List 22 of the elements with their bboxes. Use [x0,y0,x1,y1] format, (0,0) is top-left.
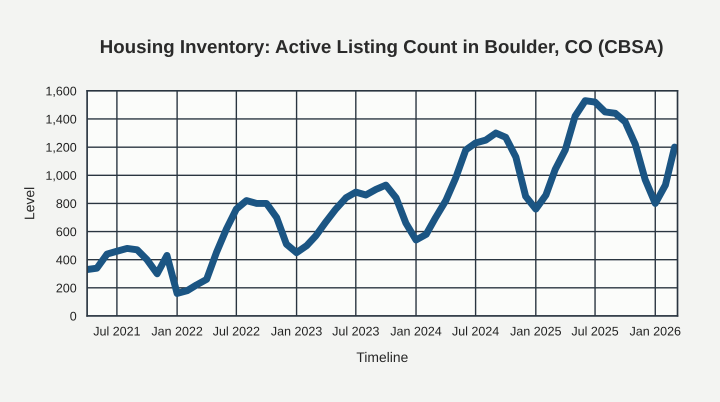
y-tick-label: 0 [70,312,76,321]
chart-title: Housing Inventory: Active Listing Count in Boulder, CO (CBSA) [100,39,663,58]
x-tick-label: Jan 2023 [271,326,322,336]
x-tick-label: Jul 2023 [332,326,379,336]
y-tick-label: 1,400 [46,114,76,126]
y-tick-label: 400 [56,255,76,264]
x-tick-label: Jul 2024 [452,326,499,336]
y-tick-label: 1,600 [46,86,76,97]
y-tick-label: 1,200 [46,142,76,154]
x-tick-label: Jan 2024 [390,326,442,336]
y-tick-label: 600 [56,227,76,236]
x-tick-label: Jan 2025 [510,326,562,336]
y-tick-label: 800 [56,199,76,208]
x-tick-label: Jan 2026 [630,326,680,336]
x-axis-title: Timeline [356,352,408,362]
y-axis-title: Level [24,188,34,219]
x-tick-label: Jan 2022 [152,326,202,336]
y-tick-label: 1,000 [46,171,76,182]
x-tick-label: Jul 2021 [93,326,140,336]
y-tick-label: 200 [56,284,76,292]
x-tick-label: Jul 2025 [572,326,618,336]
x-tick-label: Jul 2022 [212,326,260,336]
